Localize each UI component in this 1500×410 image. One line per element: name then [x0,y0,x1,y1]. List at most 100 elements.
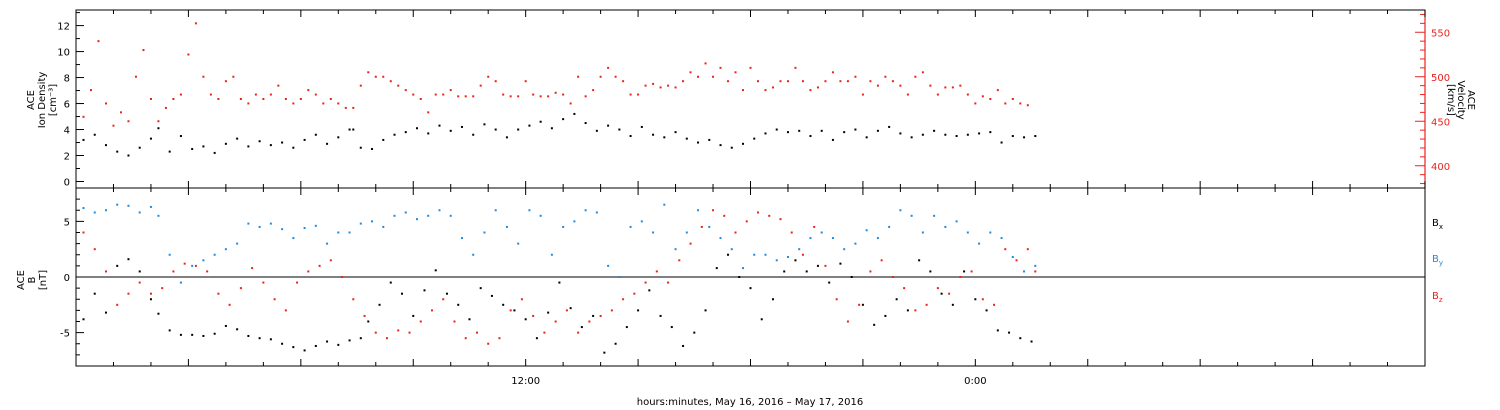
Bx-point [670,326,673,329]
Bx-point [445,292,448,295]
Bx-point [861,303,864,306]
velocity-point [419,98,422,100]
velocity-point [412,93,415,96]
Bz-point [689,242,692,245]
velocity-point [989,98,992,100]
bottom-panel-axes: -5 0 5 [60,187,1425,367]
velocity-point [584,95,587,98]
Bz-point [678,259,681,262]
Bz-point [869,270,872,273]
By-point [607,264,610,267]
By-point [472,253,475,256]
By-point [989,231,992,234]
Bx-point [749,287,752,290]
By-point [247,222,250,225]
By-point [149,205,152,208]
Bz-point [644,281,647,284]
density-point [314,133,317,136]
By-point [348,231,351,234]
Bz-point [610,309,613,312]
density-point [247,145,250,148]
density-point [269,144,272,147]
Bz-point [712,209,715,212]
velocity-point [674,86,677,89]
velocity-tick-label: 400 [1431,162,1450,173]
By-point [719,237,722,240]
velocity-point [119,111,122,114]
By-point [809,237,812,240]
density-point [258,140,261,143]
velocity-point [352,106,355,109]
density-point [517,128,520,131]
By-point [483,231,486,234]
Bx-point [359,337,362,340]
Bz-point [700,225,703,228]
density-point [697,141,700,144]
velocity-point [1004,102,1007,105]
density-point [663,136,666,139]
x-tick-label: 0:00 [964,376,986,387]
density-point [539,120,542,123]
density-point [775,128,778,131]
velocity-point [127,120,130,123]
Bx-point [682,344,685,347]
density-point [742,142,745,145]
velocity-point [322,102,325,105]
By-point [224,248,227,251]
By-point [730,248,733,251]
By-point [213,253,216,256]
x-tick-label: 12:00 [511,376,540,387]
By-point [888,225,891,228]
velocity-point [374,75,377,78]
Bx-point [434,269,437,272]
Bz-point [655,270,658,273]
velocity-tick-label: 500 [1431,73,1450,84]
Bz-point [835,298,838,301]
legend-bx: Bx [1432,218,1443,231]
Bx-point [783,270,786,273]
Bx-point [535,337,538,340]
Bz-point [318,264,321,267]
density-tick-label: 12 [57,22,70,33]
velocity-point [936,93,939,96]
velocity-point [592,89,595,92]
velocity-point [682,80,685,83]
density-point [652,133,655,136]
Bx-point [513,309,516,312]
By-point [314,224,317,227]
Bz-point [903,287,906,290]
velocity-point [367,71,370,74]
Bx-point [850,276,853,278]
By-point [966,231,969,234]
Bx-point [637,309,640,312]
Bz-point [801,253,804,256]
Bz-point [206,270,209,273]
density-point [764,132,767,135]
density-axis-label-line1: ACE [26,90,37,110]
time-axis: 12:00 0:00 [75,10,1426,387]
Bz-point [386,337,389,340]
velocity-point [1011,98,1014,100]
velocity-point [187,53,190,56]
Bx-point [82,318,85,321]
Bz-point [520,298,523,301]
Bz-point [352,298,355,301]
velocity-point [134,75,137,78]
Bx-point [457,303,460,306]
velocity-point [569,102,572,105]
By-point [191,264,194,267]
density-point [359,146,362,149]
density-point [93,133,96,136]
Bz-point [172,270,175,273]
velocity-point [966,93,969,96]
Bz-point [475,331,478,334]
density-point [550,127,553,130]
velocity-point [607,66,610,69]
density-point [753,137,756,140]
Bx-point [213,332,216,335]
density-point [415,127,418,130]
By-point [449,214,452,217]
velocity-point [517,95,520,98]
Bz-point [138,281,141,284]
